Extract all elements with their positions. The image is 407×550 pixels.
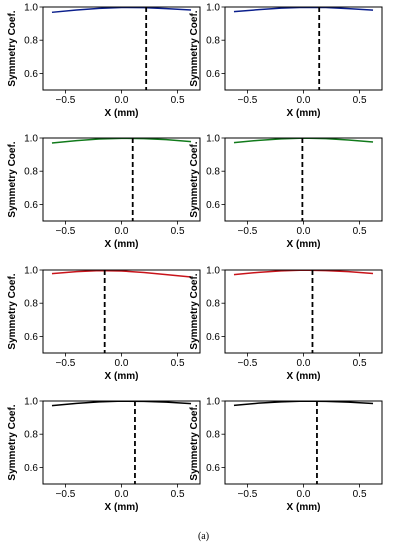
y-tick-label: 0.8 <box>24 299 38 310</box>
y-axis-label: Symmetry Coef. <box>189 404 200 480</box>
y-tick-label: 0.8 <box>206 36 220 47</box>
x-tick-label: 0.5 <box>171 95 185 106</box>
x-tick-label: 0.5 <box>171 358 185 369</box>
y-axis-label: Symmetry Coef. <box>189 273 200 349</box>
y-tick-label: 1.0 <box>24 134 38 145</box>
y-axis-label: Symmetry Coef. <box>189 141 200 217</box>
y-axis-label: Symmetry Coef. <box>189 10 200 86</box>
y-axis-label: Symmetry Coef. <box>7 141 18 217</box>
series-line-1 <box>51 138 192 144</box>
subplot-2: 0.6 0.8 1.0 −0.5 0.0 0.5 X (mm) Symmetry Coef. <box>189 3 383 119</box>
axes-frame <box>42 400 201 485</box>
x-tick-label: 0.0 <box>297 95 311 106</box>
x-tick-label: −0.5 <box>56 489 76 500</box>
series-line-1 <box>51 7 192 14</box>
x-tick-label: −0.5 <box>238 226 258 237</box>
y-tick-label: 0.6 <box>206 69 220 80</box>
y-tick-label: 0.6 <box>206 332 220 343</box>
x-axis-label: X (mm) <box>105 371 139 382</box>
x-tick-label: 0.0 <box>297 358 311 369</box>
x-tick-label: −0.5 <box>238 489 258 500</box>
x-tick-label: −0.5 <box>56 226 76 237</box>
y-tick-label: 0.6 <box>206 463 220 474</box>
x-axis-label: X (mm) <box>287 371 321 382</box>
x-tick-label: 0.5 <box>171 226 185 237</box>
y-tick-label: 1.0 <box>206 134 220 145</box>
series-line-1 <box>233 138 374 144</box>
axes-frame <box>224 400 383 485</box>
y-axis-label: Symmetry Coef. <box>7 10 18 86</box>
y-tick-label: 1.0 <box>24 266 38 277</box>
series-line-1 <box>51 401 192 407</box>
subplot-5: 0.6 0.8 1.0 −0.5 0.0 0.5 X (mm) Symmetry Coef. <box>7 266 201 382</box>
x-tick-label: 0.5 <box>353 226 367 237</box>
y-axis-label: Symmetry Coef. <box>7 273 18 349</box>
y-tick-label: 0.6 <box>24 332 38 343</box>
series-line-1 <box>233 7 374 13</box>
subplot-3: 0.6 0.8 1.0 −0.5 0.0 0.5 X (mm) Symmetry Coef. <box>7 134 201 250</box>
y-tick-label: 0.8 <box>206 299 220 310</box>
axes-frame <box>42 269 201 354</box>
axes-frame <box>224 269 383 354</box>
y-tick-label: 0.8 <box>24 36 38 47</box>
y-tick-label: 1.0 <box>24 3 38 14</box>
axes-frame <box>42 137 201 222</box>
figure-caption: (a) <box>197 531 210 542</box>
y-tick-label: 0.8 <box>206 167 220 178</box>
x-tick-label: 0.5 <box>353 489 367 500</box>
x-tick-label: 0.5 <box>353 358 367 369</box>
x-tick-label: −0.5 <box>238 95 258 106</box>
x-tick-label: 0.5 <box>171 489 185 500</box>
subplot-8: 0.6 0.8 1.0 −0.5 0.0 0.5 X (mm) Symmetry Coef. <box>189 397 383 513</box>
subplot-1: 0.6 0.8 1.0 −0.5 0.0 0.5 X (mm) Symmetry Coef. <box>7 3 201 119</box>
y-tick-label: 0.6 <box>24 69 38 80</box>
series-line-1 <box>51 270 192 278</box>
x-axis-label: X (mm) <box>287 239 321 250</box>
x-tick-label: −0.5 <box>238 358 258 369</box>
subplot-7: 0.6 0.8 1.0 −0.5 0.0 0.5 X (mm) Symmetry Coef. <box>7 397 201 513</box>
axes-frame <box>224 6 383 91</box>
x-axis-label: X (mm) <box>105 502 139 513</box>
axes-frame <box>224 137 383 222</box>
x-tick-label: −0.5 <box>56 95 76 106</box>
series-line-1 <box>233 270 374 276</box>
y-tick-label: 0.8 <box>24 167 38 178</box>
x-axis-label: X (mm) <box>105 239 139 250</box>
y-tick-label: 0.6 <box>206 200 220 211</box>
x-tick-label: 0.0 <box>115 489 129 500</box>
x-tick-label: 0.5 <box>353 95 367 106</box>
x-tick-label: 0.0 <box>115 358 129 369</box>
x-tick-label: 0.0 <box>297 489 311 500</box>
subplot-4: 0.6 0.8 1.0 −0.5 0.0 0.5 X (mm) Symmetry Coef. <box>189 134 383 250</box>
x-tick-label: −0.5 <box>56 358 76 369</box>
y-tick-label: 1.0 <box>206 3 220 14</box>
y-tick-label: 1.0 <box>206 266 220 277</box>
y-tick-label: 0.6 <box>24 463 38 474</box>
y-tick-label: 0.8 <box>24 430 38 441</box>
x-axis-label: X (mm) <box>287 108 321 119</box>
y-tick-label: 1.0 <box>24 397 38 408</box>
x-tick-label: 0.0 <box>297 226 311 237</box>
subplot-6: 0.6 0.8 1.0 −0.5 0.0 0.5 X (mm) Symmetry Coef. <box>189 266 383 382</box>
y-axis-label: Symmetry Coef. <box>7 404 18 480</box>
x-tick-label: 0.0 <box>115 95 129 106</box>
x-axis-label: X (mm) <box>105 108 139 119</box>
y-tick-label: 0.6 <box>24 200 38 211</box>
y-tick-label: 0.8 <box>206 430 220 441</box>
x-axis-label: X (mm) <box>287 502 321 513</box>
y-tick-label: 1.0 <box>206 397 220 408</box>
axes-frame <box>42 6 201 91</box>
x-tick-label: 0.0 <box>115 226 129 237</box>
series-line-1 <box>233 401 374 407</box>
